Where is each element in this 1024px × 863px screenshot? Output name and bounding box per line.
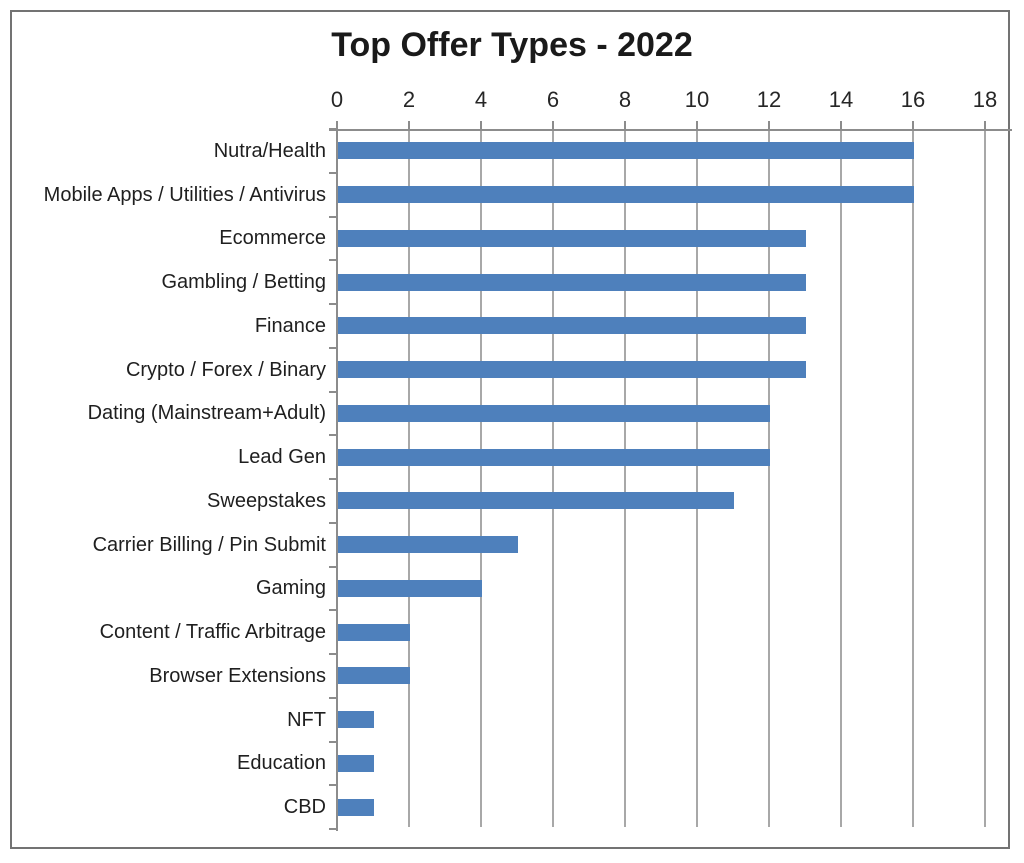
bar	[338, 580, 482, 597]
bar	[338, 361, 806, 378]
x-tick-label-18: 18	[972, 87, 998, 112]
y-axis-tick-6	[329, 390, 337, 393]
gridline-x-10	[696, 129, 698, 827]
category-label: Gaming	[255, 577, 326, 599]
x-axis-tick-10	[696, 121, 698, 129]
x-axis-tick-12	[768, 121, 770, 129]
category-label: Nutra/Health	[213, 140, 326, 162]
category-label: NFT	[287, 709, 326, 731]
category-label: Mobile Apps / Utilities / Antivirus	[43, 184, 326, 206]
y-axis-tick-7	[329, 434, 337, 437]
y-axis-tick-5	[329, 346, 337, 349]
x-axis-tick-14	[840, 121, 842, 129]
y-axis-tick-8	[329, 478, 337, 480]
y-axis-tick-16	[329, 828, 337, 830]
bar	[338, 230, 806, 247]
x-tick-label-8: 8	[618, 87, 632, 112]
y-axis-tick-4	[329, 303, 337, 305]
category-label: Crypto / Forex / Binary	[125, 359, 326, 381]
y-axis-line	[336, 121, 338, 831]
category-label: Gambling / Betting	[161, 271, 326, 293]
x-tick-label-14: 14	[828, 87, 854, 112]
gridline-x-2	[408, 129, 410, 827]
category-label: CBD	[283, 796, 326, 818]
y-axis-tick-10	[329, 565, 337, 568]
y-axis-tick-0	[329, 128, 337, 130]
x-tick-label-2: 2	[402, 87, 416, 112]
category-label: Sweepstakes	[207, 490, 326, 512]
gridline-x-4	[480, 129, 482, 827]
y-axis-tick-2	[329, 215, 337, 218]
gridline-x-8	[624, 129, 626, 827]
category-label: Education	[237, 752, 326, 774]
y-axis-tick-13	[329, 696, 337, 699]
bar	[338, 711, 374, 728]
x-axis-line	[329, 129, 1012, 131]
y-axis-tick-15	[329, 784, 337, 787]
category-label: Content / Traffic Arbitrage	[99, 621, 326, 643]
x-tick-label-16: 16	[900, 87, 926, 112]
x-tick-label-10: 10	[684, 87, 710, 112]
x-tick-label-4: 4	[474, 87, 488, 112]
y-axis-tick-1	[329, 171, 337, 174]
x-axis-tick-2	[408, 121, 410, 129]
gridline-x-12	[768, 129, 770, 827]
x-tick-label-6: 6	[546, 87, 560, 112]
y-axis-tick-11	[329, 609, 337, 612]
category-label: Dating (Mainstream+Adult)	[87, 402, 326, 424]
x-tick-label-12: 12	[756, 87, 782, 112]
bar	[338, 274, 806, 291]
bar	[338, 536, 518, 553]
bar	[338, 317, 806, 334]
x-tick-label-0: 0	[330, 87, 344, 112]
x-axis-tick-6	[552, 121, 554, 129]
y-axis-tick-3	[329, 259, 337, 262]
chart-title: Top Offer Types - 2022	[331, 26, 693, 64]
gridline-x-6	[552, 129, 554, 827]
x-axis-tick-16	[912, 121, 914, 129]
y-axis-tick-9	[329, 521, 337, 524]
category-label: Ecommerce	[219, 227, 326, 249]
bar	[338, 186, 914, 203]
x-axis-tick-8	[624, 121, 626, 129]
category-label: Finance	[254, 315, 326, 337]
y-axis-tick-14	[329, 740, 337, 743]
bar	[338, 449, 770, 466]
category-label: Lead Gen	[238, 446, 326, 468]
category-label: Browser Extensions	[149, 665, 326, 687]
bar	[338, 492, 734, 509]
bar	[338, 405, 770, 422]
gridline-x-14	[840, 129, 842, 827]
bar	[338, 667, 410, 684]
category-label: Carrier Billing / Pin Submit	[92, 534, 326, 556]
y-axis-tick-12	[329, 653, 337, 655]
bar	[338, 624, 410, 641]
gridline-x-18	[984, 129, 986, 827]
x-axis-tick-18	[984, 121, 986, 129]
x-axis-tick-4	[480, 121, 482, 129]
bar	[338, 142, 914, 159]
bar	[338, 755, 374, 772]
gridline-x-16	[912, 129, 914, 827]
bar	[338, 799, 374, 816]
